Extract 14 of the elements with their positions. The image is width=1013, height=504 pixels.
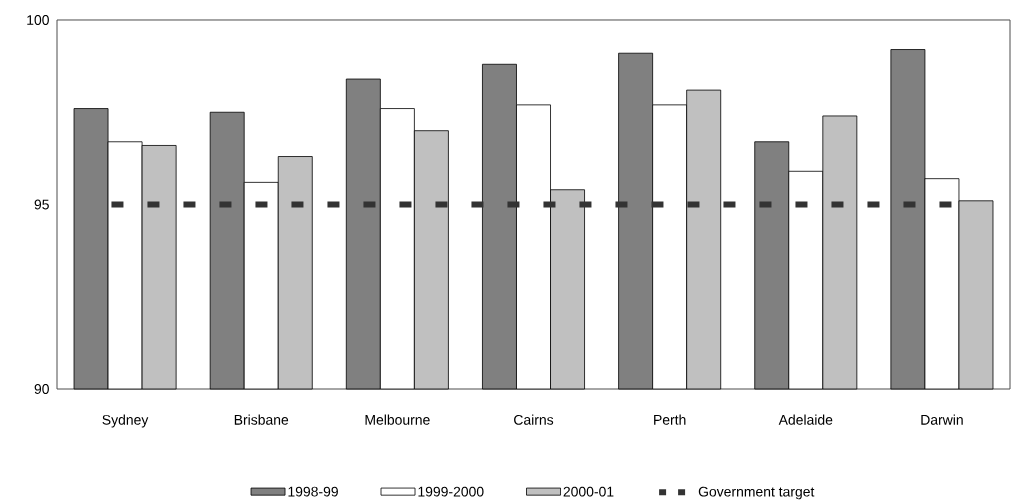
x-tick-label: Melbourne	[365, 414, 430, 425]
x-tick-label: Brisbane	[234, 414, 289, 425]
legend-label: Government target	[698, 486, 815, 500]
legend-label: 2000-01	[563, 486, 614, 497]
legend-label: 1999-2000	[418, 486, 484, 497]
x-tick-label: Perth	[654, 414, 686, 425]
y-tick-label: 90	[34, 384, 49, 394]
x-tick-label: Cairns	[514, 414, 554, 425]
x-tick-label: Adelaide	[778, 414, 833, 425]
y-tick-label: 95	[34, 199, 49, 210]
x-tick-label: Darwin	[921, 414, 963, 425]
legend-label: 1998-99	[288, 486, 338, 497]
x-tick-label: Sydney	[102, 414, 149, 428]
y-tick-label: 100	[27, 15, 49, 25]
